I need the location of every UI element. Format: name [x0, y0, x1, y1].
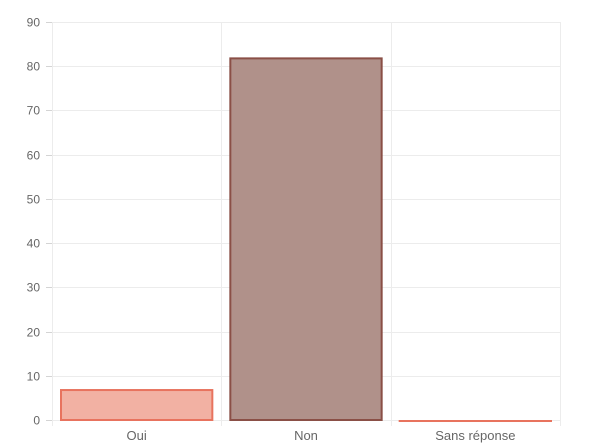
y-tick-label: 80	[27, 60, 41, 74]
y-tick-label: 40	[27, 237, 41, 251]
x-tick-label: Oui	[127, 428, 147, 443]
y-tick-label: 30	[27, 281, 41, 295]
y-tick-label: 70	[27, 104, 41, 118]
y-tick-label: 50	[27, 193, 41, 207]
y-tick-label: 0	[33, 414, 40, 428]
y-axis-ticks: 0 10 20 30 40 50 60 70 80 90	[27, 16, 41, 428]
x-axis-ticks: Oui Non Sans réponse	[127, 428, 516, 443]
bars-layer	[60, 57, 552, 423]
bar-non[interactable]	[229, 57, 383, 421]
y-tick-label: 90	[27, 16, 41, 30]
y-tick-label: 10	[27, 370, 41, 384]
x-tick-label: Sans réponse	[435, 428, 515, 443]
y-tick-label: 20	[27, 326, 41, 340]
bar-oui[interactable]	[60, 389, 214, 421]
y-tick-label: 60	[27, 149, 41, 163]
x-tick-label: Non	[294, 428, 318, 443]
